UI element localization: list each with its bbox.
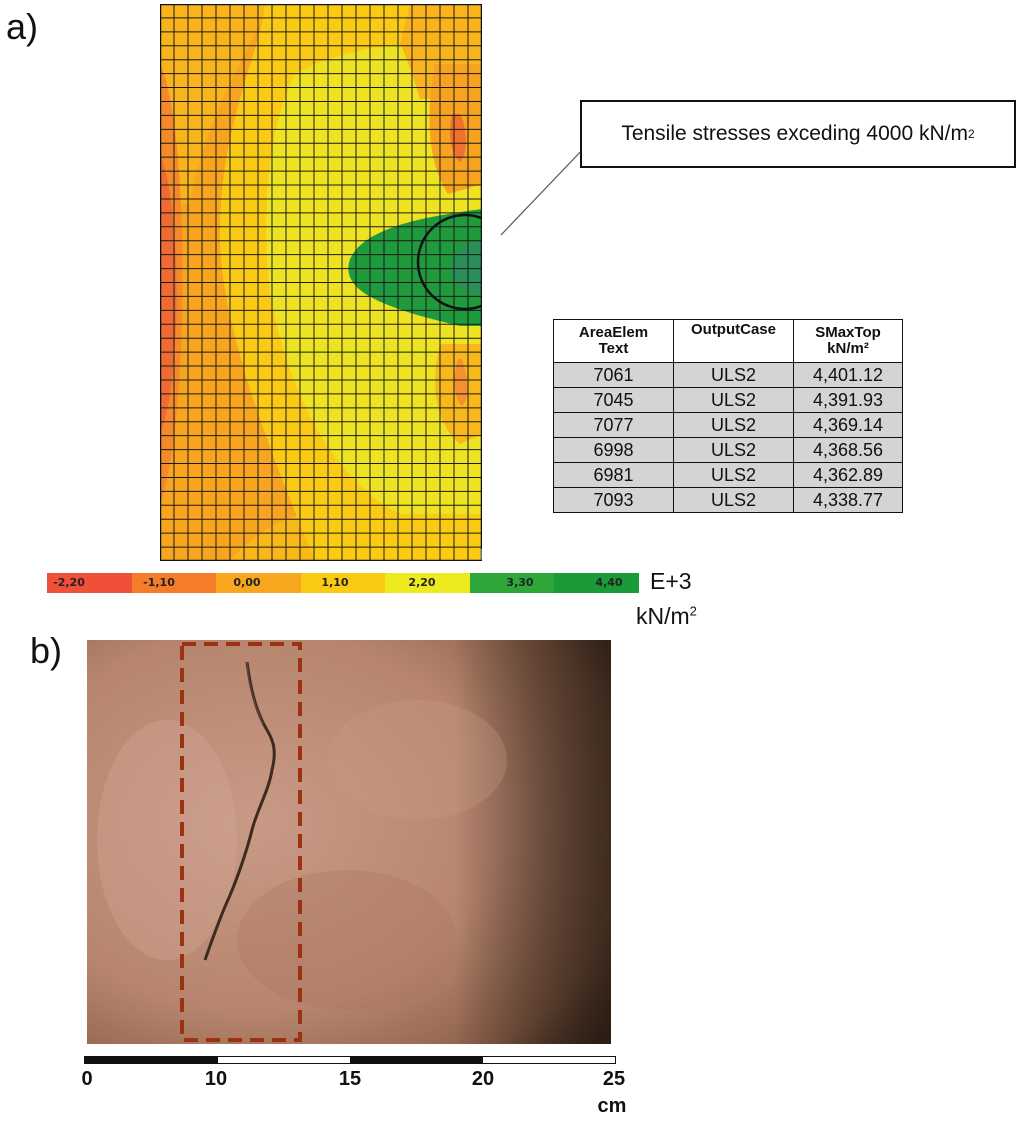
scale-tick: 20 <box>471 1068 495 1090</box>
table-row: 6998 ULS2 4,368.56 <box>553 437 903 463</box>
scale-tick: 0 <box>81 1068 93 1090</box>
tensile-stress-callout: Tensile stresses exceding 4000 kN/m 2 <box>580 100 1016 168</box>
legend-tick-label: 2,20 <box>408 576 436 589</box>
callout-superscript: 2 <box>967 127 975 141</box>
header-outputcase: OutputCase <box>673 319 794 363</box>
table-row: 6981 ULS2 4,362.89 <box>553 462 903 488</box>
legend-color-segment <box>47 573 133 593</box>
scale-tick: 25 <box>602 1068 626 1090</box>
stress-color-legend: -2,20 -1,10 0,00 1,10 2,20 3,30 4,40 <box>47 573 640 593</box>
panel-b-label: b) <box>30 630 63 671</box>
table-row: 7077 ULS2 4,369.14 <box>553 412 903 438</box>
scale-unit: cm <box>597 1095 627 1117</box>
legend-tick-label: 3,30 <box>506 576 534 589</box>
scale-bar <box>84 1056 616 1064</box>
legend-exponent: E+3 <box>650 568 692 594</box>
legend-color-segment <box>385 573 471 593</box>
legend-tick-label: -2,20 <box>53 576 85 589</box>
scale-tick: 15 <box>338 1068 362 1090</box>
legend-color-segment <box>469 573 555 593</box>
legend-tick-label: 4,40 <box>595 576 623 589</box>
crack-region-box <box>180 642 302 1042</box>
legend-tick-label: 1,10 <box>321 576 349 589</box>
legend-color-segment <box>216 573 302 593</box>
legend-unit: kN/m2 <box>636 603 697 629</box>
header-areaelem: AreaElem Text <box>553 319 674 363</box>
legend-color-segment <box>300 573 386 593</box>
stress-contour-plot <box>160 4 482 561</box>
legend-tick-label: 0,00 <box>233 576 261 589</box>
table-row: 7061 ULS2 4,401.12 <box>553 362 903 388</box>
header-smaxtop: SMaxTop kN/m² <box>793 319 903 363</box>
table-row: 7093 ULS2 4,338.77 <box>553 487 903 513</box>
legend-color-segment <box>554 573 640 593</box>
legend-color-segment <box>131 573 217 593</box>
callout-text: Tensile stresses exceding 4000 kN/m <box>621 122 968 145</box>
panel-a-label: a) <box>6 6 39 47</box>
highlight-circle <box>416 213 482 311</box>
mesh-grid <box>160 4 482 561</box>
callout-leader-line <box>500 145 587 236</box>
table-row: 7045 ULS2 4,391.93 <box>553 387 903 413</box>
results-table: AreaElem Text OutputCase SMaxTop kN/m² 706… <box>553 319 903 513</box>
crack-photograph <box>87 640 611 1044</box>
legend-tick-label: -1,10 <box>143 576 175 589</box>
scale-tick: 10 <box>204 1068 228 1090</box>
